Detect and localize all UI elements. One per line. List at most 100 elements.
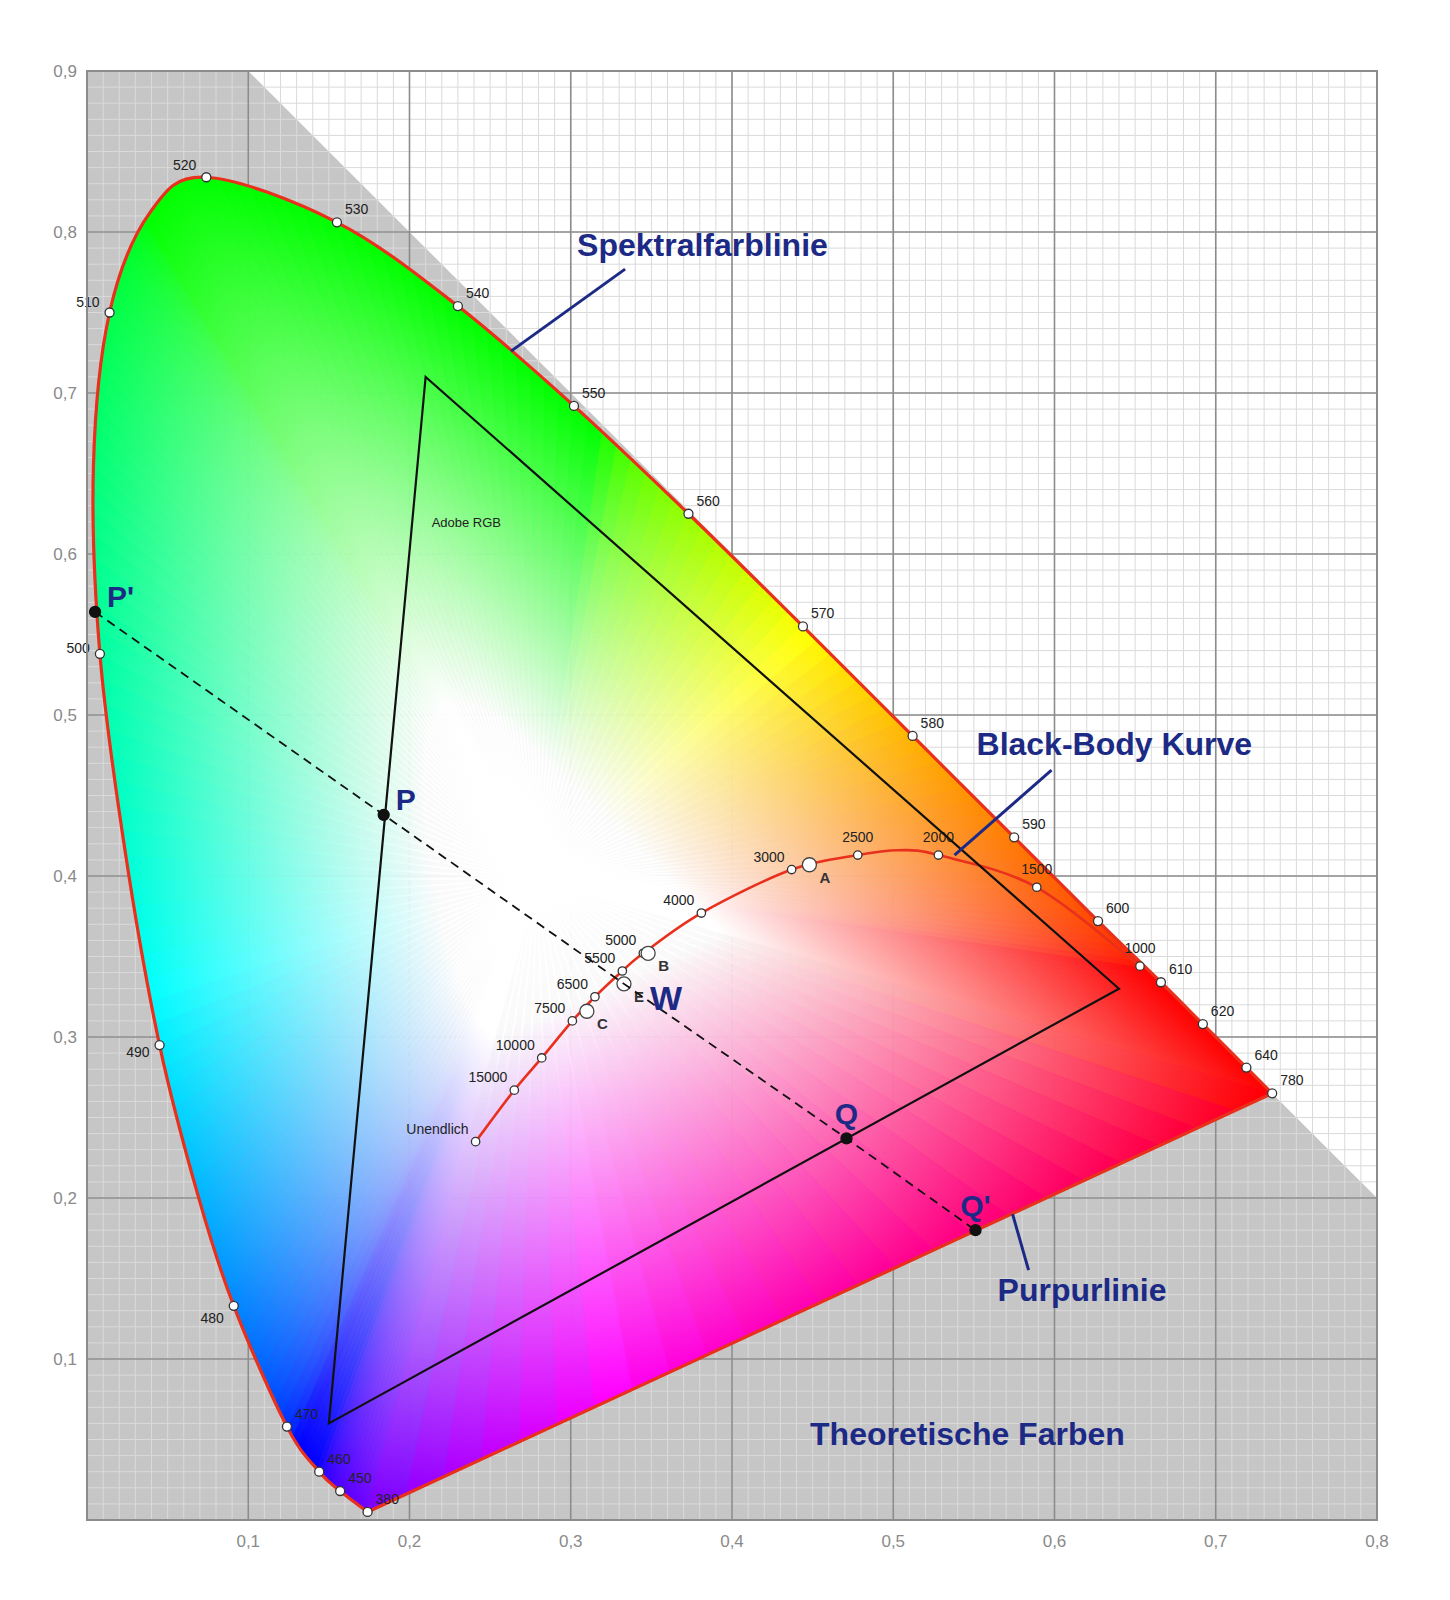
temperature-marker: [854, 851, 862, 859]
wavelength-label: 450: [348, 1470, 372, 1486]
gamut-wedge: [292, 173, 538, 879]
wavelength-label: 550: [582, 385, 606, 401]
illuminant-label: C: [597, 1015, 608, 1032]
wavelength-label: 510: [76, 294, 100, 310]
point-label: W: [650, 979, 683, 1017]
y-tick-label: 0,7: [53, 384, 77, 403]
locus-marker: [336, 1487, 345, 1496]
x-tick-label: 0,6: [1043, 1532, 1067, 1551]
annotation: Theoretische Farben: [810, 1416, 1125, 1452]
gamut-wedge: [310, 181, 537, 879]
y-tick-label: 0,1: [53, 1350, 77, 1369]
wavelength-label: 530: [345, 201, 369, 217]
temperature-label: 5000: [605, 932, 636, 948]
chart: 0,10,20,30,40,50,60,70,80,10,20,30,40,50…: [0, 0, 1450, 1600]
locus-marker: [1010, 833, 1019, 842]
y-tick-label: 0,6: [53, 545, 77, 564]
gamut-wedge: [219, 147, 537, 879]
gamut-wedge: [360, 208, 538, 878]
temperature-label: 2000: [923, 829, 954, 845]
temperature-label: 15000: [468, 1069, 507, 1085]
temperature-label: 1000: [1124, 940, 1155, 956]
gamut-label: Adobe RGB: [432, 515, 501, 530]
locus-marker: [105, 308, 114, 317]
gamut-wedge: [376, 219, 538, 879]
grid: [87, 71, 1377, 1520]
gamut-wedge: [469, 290, 537, 879]
y-tick-label: 0,5: [53, 706, 77, 725]
annotation: Purpurlinie: [998, 1272, 1167, 1308]
temperature-label: 4000: [663, 892, 694, 908]
gamut-wedge: [327, 190, 537, 879]
annotation: Spektralfarblinie: [577, 227, 828, 263]
gamut-wedge: [359, 879, 537, 1544]
temperature-label: 7500: [534, 1000, 565, 1016]
x-tick-label: 0,3: [559, 1532, 583, 1551]
locus-marker: [363, 1507, 372, 1516]
wavelength-label: 520: [173, 157, 197, 173]
temperature-marker: [697, 909, 705, 917]
temperature-label: 1500: [1021, 861, 1052, 877]
x-tick-label: 0,7: [1204, 1532, 1228, 1551]
wavelength-label: 570: [811, 605, 835, 621]
gamut-wedge: [179, 142, 537, 879]
illuminant-marker: [641, 946, 655, 960]
wavelength-label: 540: [466, 285, 490, 301]
construction-point: [378, 809, 389, 820]
gamut-wedge: [142, 157, 537, 879]
wavelength-label: 580: [921, 715, 945, 731]
temperature-marker: [934, 851, 942, 859]
gamut-wedge: [236, 152, 537, 879]
locus-marker: [908, 731, 917, 740]
locus-marker: [155, 1041, 164, 1050]
x-tick-label: 0,5: [881, 1532, 905, 1551]
gamut-wedge: [273, 165, 537, 879]
x-tick-label: 0,2: [398, 1532, 422, 1551]
wavelength-label: 590: [1022, 816, 1046, 832]
wavelength-label: 470: [295, 1406, 319, 1422]
locus-marker: [1242, 1063, 1251, 1072]
temperature-marker: [510, 1086, 518, 1094]
construction-line: [95, 612, 975, 1230]
plot-background: [87, 71, 1377, 1520]
wavelength-label: 380: [376, 1491, 400, 1507]
x-tick-label: 0,8: [1365, 1532, 1389, 1551]
wavelength-label: 480: [200, 1310, 224, 1326]
point-label: Q: [835, 1097, 858, 1130]
gamut-wedge: [137, 163, 537, 878]
temperature-label: 5500: [584, 950, 615, 966]
construction-point: [841, 1133, 852, 1144]
y-tick-label: 0,3: [53, 1028, 77, 1047]
wavelength-label: 640: [1254, 1047, 1278, 1063]
gamut-triangle: [329, 377, 1119, 1424]
illuminant-label: B: [658, 957, 669, 974]
temperature-marker: [538, 1054, 546, 1062]
temperature-marker: [787, 865, 795, 873]
gamut-wedge: [169, 142, 537, 878]
gamut-wedge: [485, 302, 537, 878]
annotation-leader: [511, 269, 625, 351]
x-tick-label: 0,4: [720, 1532, 744, 1551]
temperature-marker: [471, 1137, 479, 1145]
temperature-label: 3000: [754, 849, 785, 865]
point-label: P: [396, 783, 416, 816]
illuminant-marker: [802, 858, 816, 872]
locus-marker: [1268, 1089, 1277, 1098]
locus-marker: [453, 302, 462, 311]
locus-marker: [332, 218, 341, 227]
illuminant-label: A: [819, 869, 830, 886]
locus-marker: [798, 622, 807, 631]
locus-marker: [282, 1422, 291, 1431]
gamut-wedge: [109, 879, 537, 906]
wavelength-label: 490: [126, 1044, 150, 1060]
point-label: Q': [960, 1189, 990, 1222]
locus-marker: [1094, 917, 1103, 926]
construction-point: [970, 1225, 981, 1236]
temperature-marker: [1033, 883, 1041, 891]
gamut-fill: [71, 142, 1309, 1543]
y-tick-label: 0,9: [53, 62, 77, 81]
wavelength-label: 560: [696, 493, 720, 509]
temperature-label: 6500: [557, 976, 588, 992]
gamut-wedge: [454, 277, 537, 878]
x-tick-label: 0,1: [236, 1532, 260, 1551]
